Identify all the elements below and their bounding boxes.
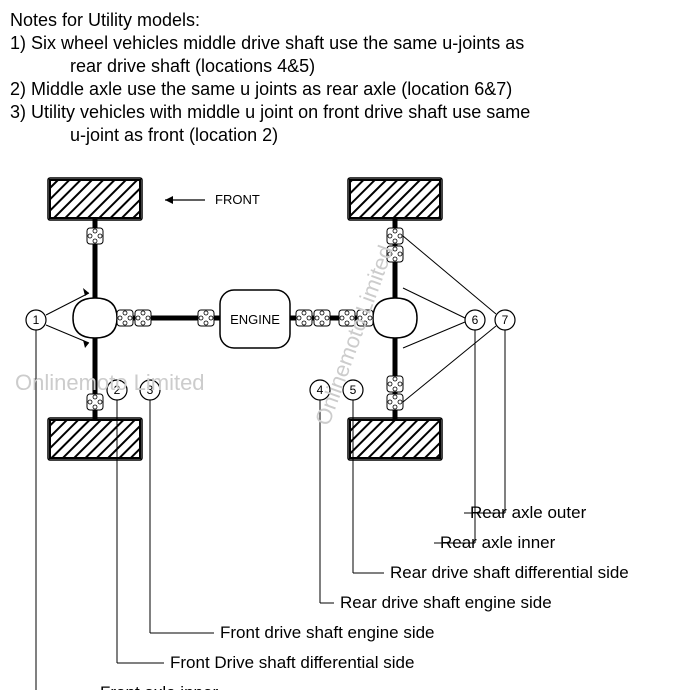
svg-text:4: 4 — [317, 383, 324, 397]
diagram-svg: ENGINE FRONT 1 2 3 4 5 6 7 Rear axle outer Rear ax… — [20, 160, 680, 690]
svg-text:1: 1 — [33, 313, 40, 327]
note-1-cont: rear drive shaft (locations 4&5) — [10, 56, 690, 77]
svg-text:ENGINE: ENGINE — [230, 312, 280, 327]
note-1: 1) Six wheel vehicles middle drive shaft… — [10, 33, 690, 54]
notes-block: Notes for Utility models: 1) Six wheel v… — [10, 10, 690, 146]
svg-text:Rear axle inner: Rear axle inner — [440, 533, 556, 552]
svg-text:Front axle inner: Front axle inner — [100, 683, 218, 690]
svg-text:6: 6 — [472, 313, 479, 327]
svg-text:Rear drive shaft differential: Rear drive shaft differential side — [390, 563, 629, 582]
svg-text:Front drive shaft engine side: Front drive shaft engine side — [220, 623, 435, 642]
svg-text:FRONT: FRONT — [215, 192, 260, 207]
svg-text:7: 7 — [502, 313, 509, 327]
note-3-cont: u-joint as front (location 2) — [10, 125, 690, 146]
notes-title: Notes for Utility models: — [10, 10, 690, 31]
svg-text:Rear drive shaft engine side: Rear drive shaft engine side — [340, 593, 552, 612]
note-2: 2) Middle axle use the same u joints as … — [10, 79, 690, 100]
svg-text:Front Drive shaft differential: Front Drive shaft differential side — [170, 653, 414, 672]
note-3: 3) Utility vehicles with middle u joint … — [10, 102, 690, 123]
diagram: ENGINE FRONT 1 2 3 4 5 6 7 Rear axle outer Rear ax… — [20, 160, 680, 690]
svg-text:Rear axle outer: Rear axle outer — [470, 503, 587, 522]
svg-text:2: 2 — [114, 383, 121, 397]
svg-text:5: 5 — [350, 383, 357, 397]
svg-text:3: 3 — [147, 383, 154, 397]
